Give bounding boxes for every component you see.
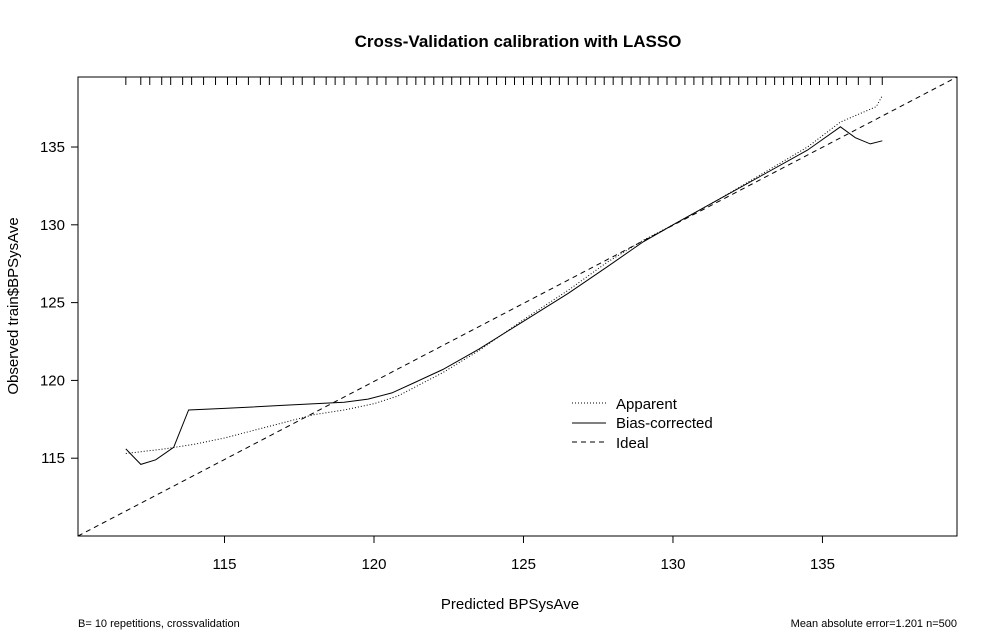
legend-label-apparent: Apparent: [616, 396, 678, 413]
series-group: [77, 76, 958, 537]
legend: Apparent Bias-corrected Ideal: [572, 396, 713, 452]
plot-frame: [77, 76, 958, 537]
series-line-ideal: [77, 76, 958, 537]
x-tick-label: 135: [810, 556, 835, 573]
y-tick-label: 130: [40, 217, 65, 234]
series-line-bias-corrected: [125, 126, 883, 465]
x-axis-label: Predicted BPSysAve: [441, 596, 579, 613]
x-tick-label: 115: [213, 556, 237, 573]
footnote-left: B= 10 repetitions, crossvalidation: [78, 618, 240, 630]
y-axis: 115 120 125 130 135: [40, 139, 78, 467]
y-axis-label: Observed train$BPSysAve: [5, 217, 22, 394]
legend-label-ideal: Ideal: [616, 435, 649, 452]
chart-title: Cross-Validation calibration with LASSO: [355, 32, 682, 51]
footnote-right: Mean absolute error=1.201 n=500: [791, 618, 957, 630]
x-tick-label: 125: [511, 556, 536, 573]
y-tick-label: 120: [40, 372, 65, 389]
x-tick-label: 130: [660, 556, 685, 573]
rug-marks: [125, 77, 883, 85]
y-tick-label: 125: [40, 295, 65, 312]
y-tick-label: 135: [40, 139, 65, 156]
x-axis: 115 120 125 130 135: [213, 536, 835, 573]
legend-label-bias-corrected: Bias-corrected: [616, 415, 713, 432]
x-tick-label: 120: [361, 556, 386, 573]
y-tick-label: 115: [41, 450, 65, 467]
